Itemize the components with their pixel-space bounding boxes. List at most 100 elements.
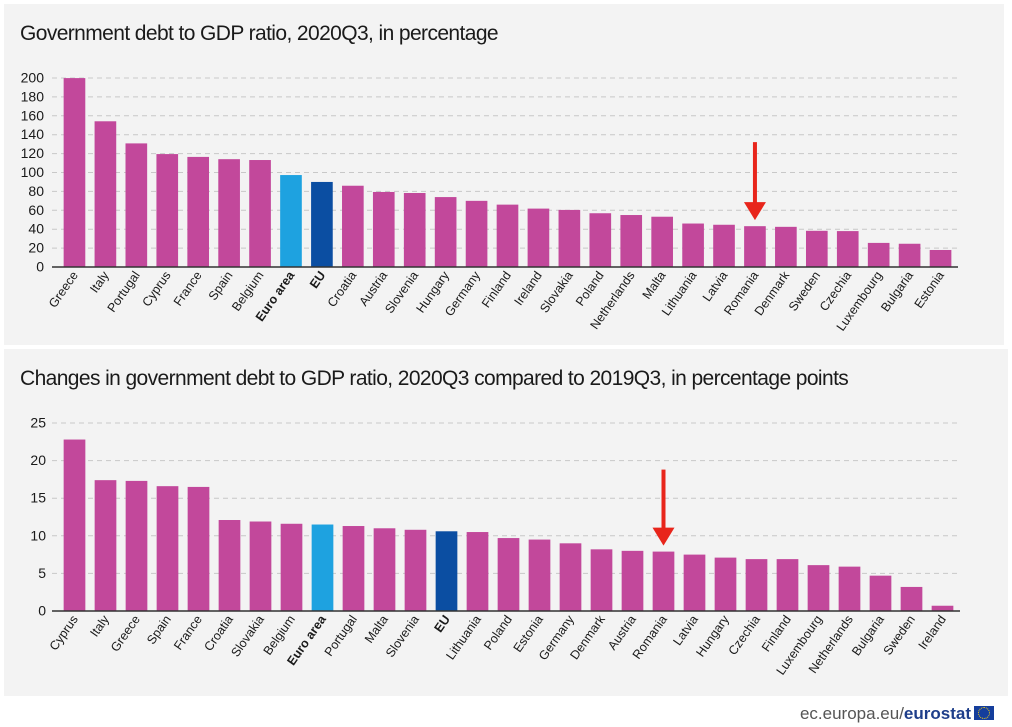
bar-hungary xyxy=(434,197,457,267)
y-tick-label: 20 xyxy=(30,452,46,468)
bar-eu xyxy=(311,181,333,267)
bar-bulgaria xyxy=(869,575,892,611)
bar-eu xyxy=(435,531,458,611)
source-url: ec.europa.eu/ xyxy=(799,704,904,723)
x-tick-label: Cyprus xyxy=(140,269,174,309)
y-tick-label: 15 xyxy=(30,490,46,506)
x-tick-label: Latvia xyxy=(670,613,701,648)
y-tick-label: 25 xyxy=(30,415,46,431)
bar-ireland xyxy=(527,208,550,267)
y-tick-label: 160 xyxy=(21,107,45,123)
x-tick-label: Hungary xyxy=(693,612,732,659)
x-tick-label: Croatia xyxy=(325,269,360,310)
x-tick-label: Spain xyxy=(144,613,174,647)
bar-spain xyxy=(218,159,240,267)
x-tick-label: Italy xyxy=(87,268,112,295)
bar-spain xyxy=(156,486,179,611)
bar-finland xyxy=(496,204,519,267)
x-tick-label: France xyxy=(171,269,205,309)
chart-title: Government debt to GDP ratio, 2020Q3, in… xyxy=(20,22,499,45)
bar-cyprus xyxy=(63,439,86,611)
bar-italy xyxy=(94,121,117,267)
bar-france xyxy=(187,156,210,267)
bar-netherlands xyxy=(838,566,861,611)
bar-croatia xyxy=(342,185,364,267)
x-tick-label: Bulgaria xyxy=(878,269,916,315)
bar-greece xyxy=(125,480,148,611)
bar-estonia xyxy=(929,249,952,267)
bar-euro-area xyxy=(311,524,334,611)
y-tick-label: 5 xyxy=(38,565,46,581)
bar-denmark xyxy=(775,226,797,267)
x-tick-label: Malta xyxy=(362,613,391,646)
y-tick-label: 180 xyxy=(21,88,45,104)
bar-hungary xyxy=(714,557,737,611)
bar-austria xyxy=(621,550,644,611)
bar-latvia xyxy=(713,224,735,267)
x-tick-label: France xyxy=(171,613,205,653)
bar-croatia xyxy=(218,520,241,611)
bar-slovakia xyxy=(558,209,581,267)
bar-luxembourg xyxy=(807,565,830,611)
bar-romania xyxy=(652,551,675,611)
x-tick-label: Czechia xyxy=(726,613,763,658)
x-tick-label: Portugal xyxy=(105,269,143,315)
x-tick-label: Greece xyxy=(108,613,143,655)
bar-sweden xyxy=(900,586,923,611)
x-tick-label: Italy xyxy=(87,612,112,639)
bar-lithuania xyxy=(682,223,704,267)
chart-title: Changes in government debt to GDP ratio,… xyxy=(20,367,849,390)
bar-france xyxy=(187,486,210,611)
bar-netherlands xyxy=(620,215,643,267)
bar-slovenia xyxy=(404,529,427,611)
bar-belgium xyxy=(249,160,271,267)
bar-malta xyxy=(373,528,396,611)
bar-italy xyxy=(94,480,117,611)
bar-cyprus xyxy=(156,154,179,267)
y-tick-label: 120 xyxy=(21,145,45,161)
x-tick-label: EU xyxy=(307,269,328,291)
y-tick-label: 80 xyxy=(28,183,44,199)
eurostat-brand: eurostat xyxy=(903,704,971,723)
y-tick-label: 0 xyxy=(36,259,44,275)
y-tick-label: 40 xyxy=(28,221,44,237)
source-footer: ec.europa.eu/eurostat xyxy=(800,704,994,724)
bar-malta xyxy=(651,216,673,267)
bar-lithuania xyxy=(466,532,489,611)
highlight-arrow-icon xyxy=(743,202,766,221)
eu-flag-icon xyxy=(974,706,994,720)
x-tick-label: Sweden xyxy=(881,613,918,658)
bar-bulgaria xyxy=(898,243,921,267)
x-tick-label: Finland xyxy=(479,269,514,311)
bar-greece xyxy=(63,78,86,267)
y-tick-label: 100 xyxy=(21,164,45,180)
bar-belgium xyxy=(280,523,303,611)
x-tick-label: Estonia xyxy=(912,269,947,311)
bar-portugal xyxy=(342,526,365,611)
bar-portugal xyxy=(125,143,148,267)
bar-czechia xyxy=(836,231,859,267)
bar-germany xyxy=(465,200,488,267)
debt-change-chart-panel: Changes in government debt to GDP ratio,… xyxy=(4,349,1008,696)
bar-romania xyxy=(744,226,766,267)
x-tick-label: Greece xyxy=(46,269,81,311)
bar-luxembourg xyxy=(867,242,890,267)
bar-sweden xyxy=(805,230,828,267)
highlight-arrow-icon xyxy=(652,527,675,546)
x-tick-label: Malta xyxy=(640,269,669,302)
bar-ireland xyxy=(931,605,954,611)
y-tick-label: 60 xyxy=(28,202,44,218)
x-tick-label: Latvia xyxy=(700,269,731,304)
x-tick-label: EU xyxy=(432,613,453,635)
bar-poland xyxy=(497,538,520,611)
bar-slovenia xyxy=(403,193,426,267)
bar-euro-area xyxy=(280,175,302,267)
bar-estonia xyxy=(528,539,551,611)
bar-poland xyxy=(589,213,612,267)
x-tick-label: Cyprus xyxy=(47,613,81,653)
bar-latvia xyxy=(683,554,706,611)
bar-finland xyxy=(776,559,799,611)
y-tick-label: 10 xyxy=(30,527,46,543)
y-tick-label: 0 xyxy=(38,603,46,619)
